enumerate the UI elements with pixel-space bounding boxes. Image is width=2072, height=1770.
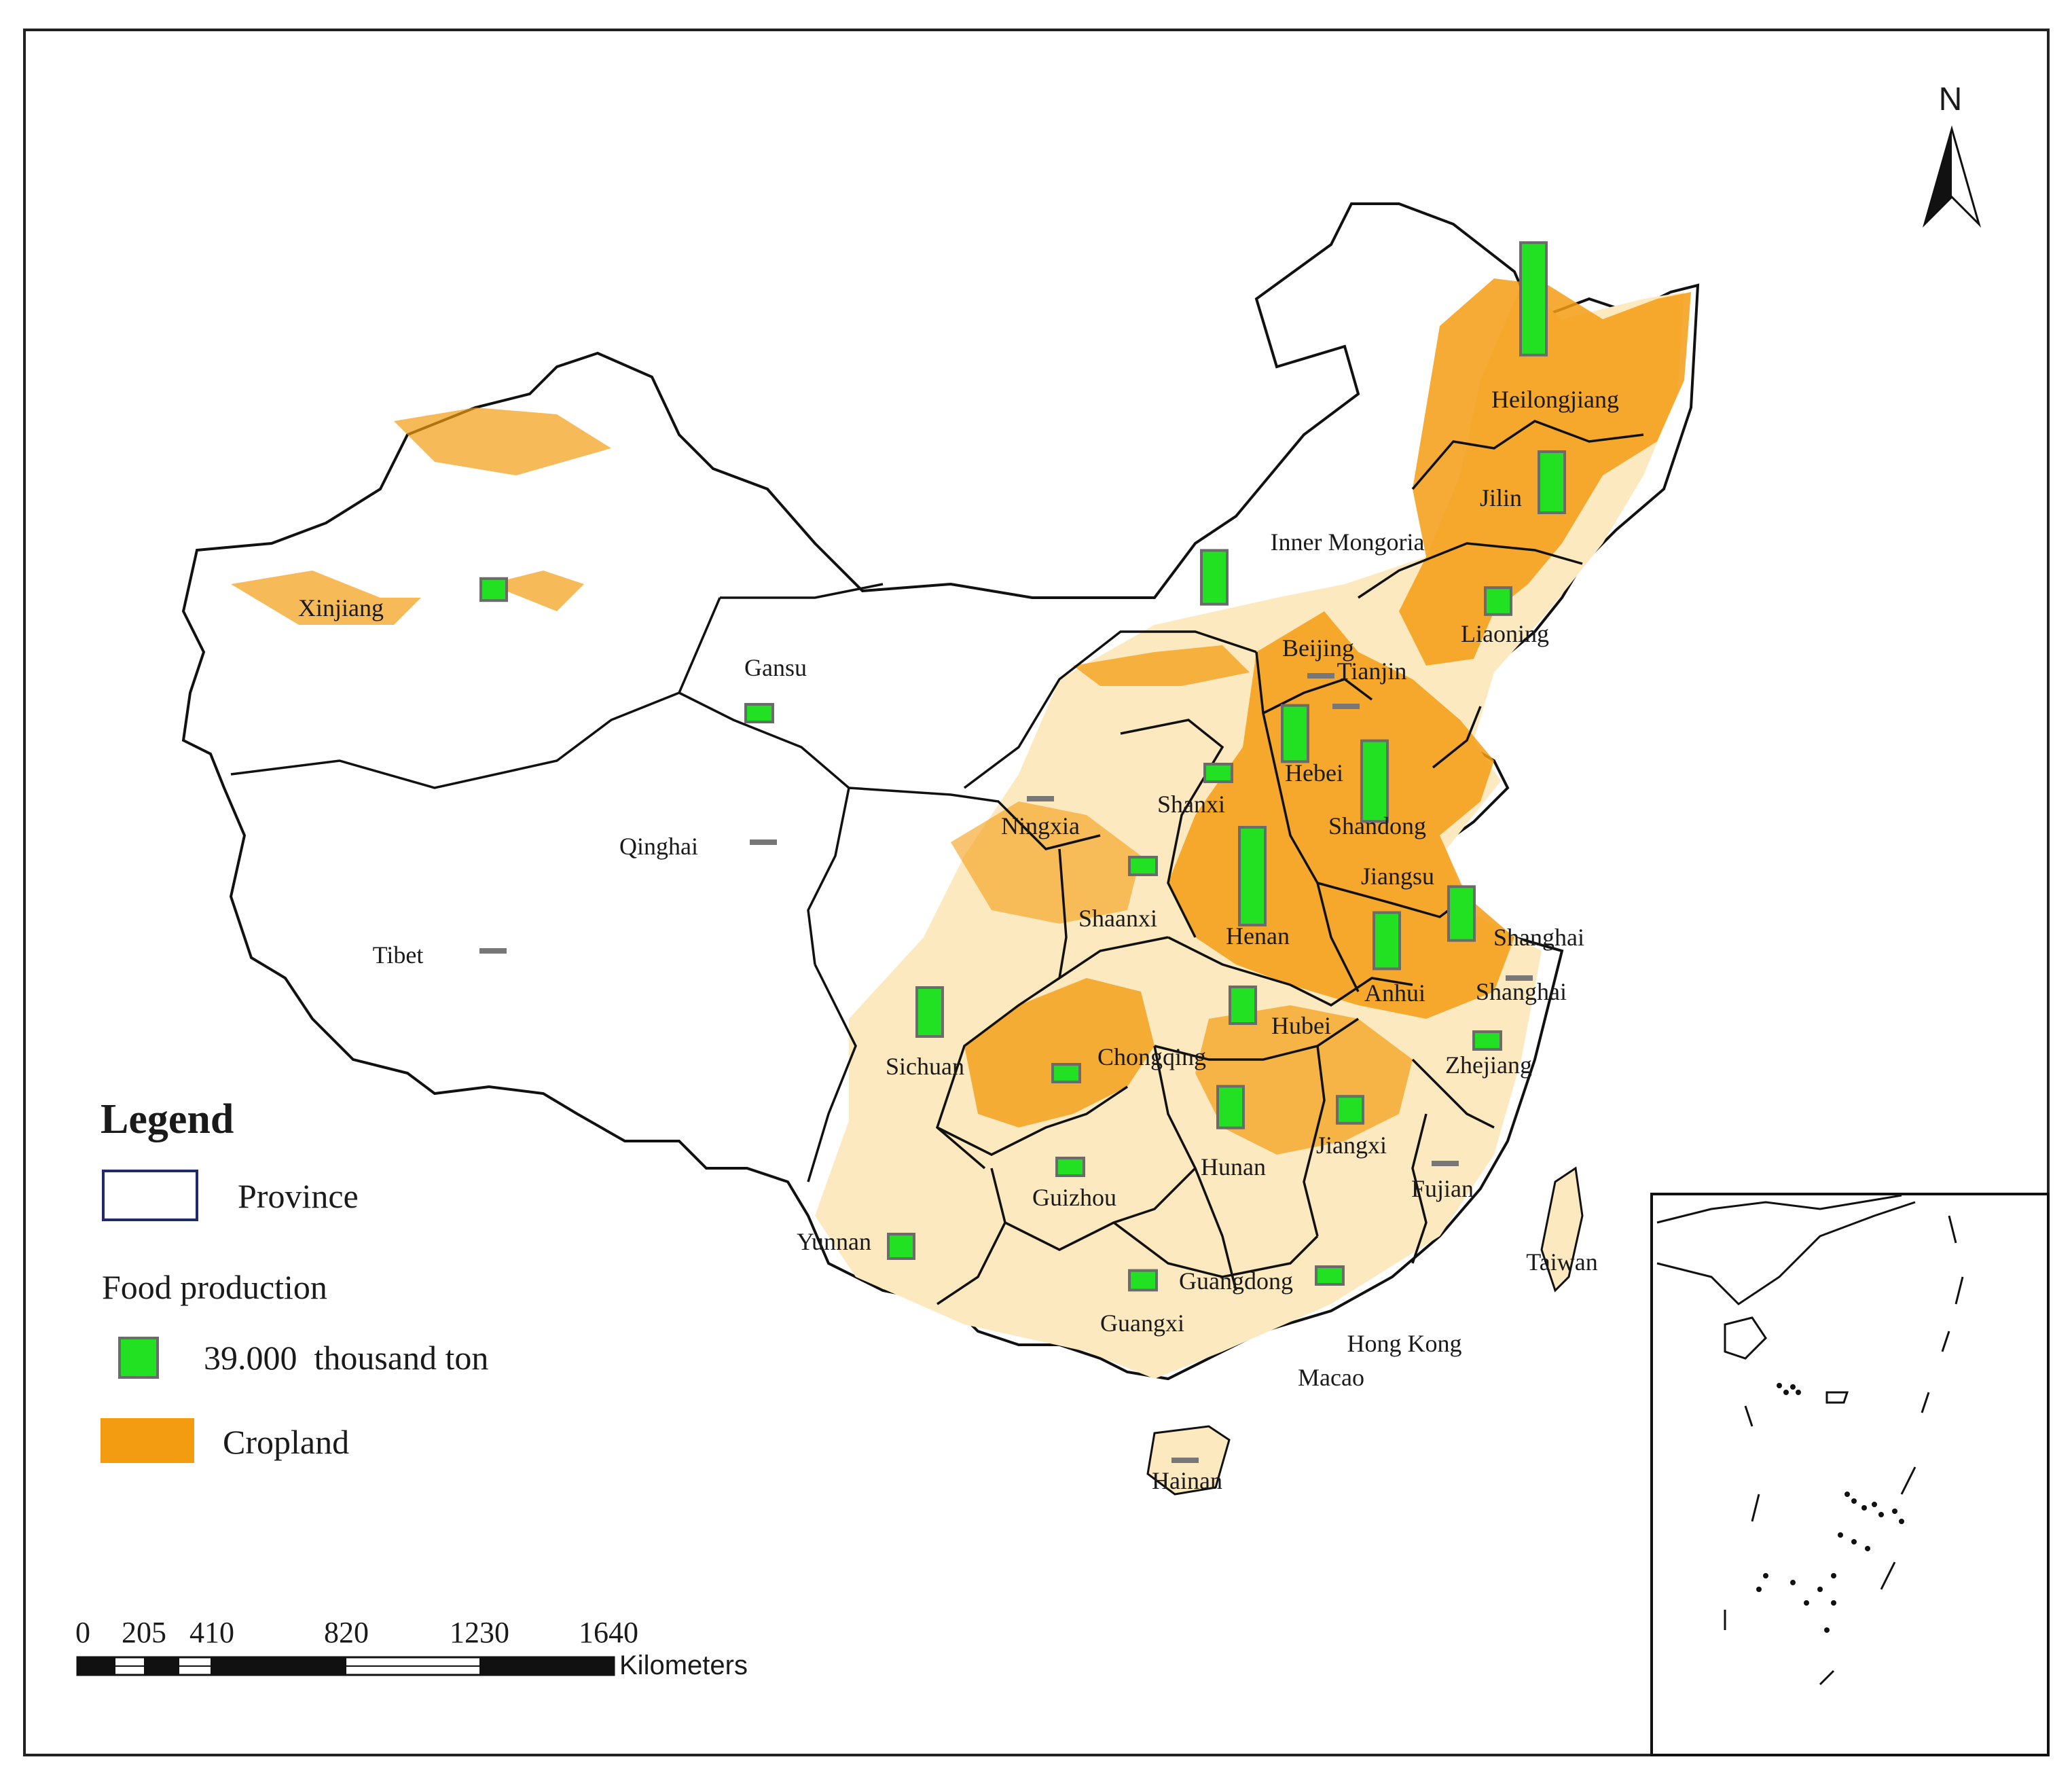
legend-title: Legend	[101, 1096, 234, 1142]
production-bar-jilin	[1538, 450, 1566, 514]
province-label-yunnan: Yunnan	[797, 1228, 871, 1255]
production-bar-yunnan	[887, 1233, 915, 1260]
province-label-guangxi: Guangxi	[1100, 1310, 1184, 1337]
production-bar-chongqing	[1051, 1063, 1081, 1083]
province-label-xinjiang: Xinjiang	[298, 594, 384, 621]
cropland-layer	[181, 202, 1700, 1381]
legend: Legend Province Food production 39.000 t…	[101, 1096, 488, 1463]
north-arrow: N	[1922, 82, 1982, 228]
province-label-qinghai: Qinghai	[619, 833, 698, 860]
production-bar-ningxia	[1027, 796, 1054, 801]
scale-tick-label: 410	[189, 1616, 234, 1649]
production-bar-hubei	[1229, 986, 1257, 1025]
cropland-xinjiang-3	[489, 571, 584, 611]
production-bar-tibet	[479, 948, 507, 954]
cropland-hetao	[1073, 645, 1250, 686]
production-bar-shandong	[1360, 739, 1389, 823]
production-bars	[479, 241, 1566, 1463]
province-label-henan: Henan	[1226, 922, 1290, 950]
legend-food-production-heading: Food production	[102, 1268, 327, 1306]
production-bar-henan	[1238, 826, 1267, 926]
province-label-chongqing: Chongqing	[1097, 1043, 1206, 1070]
legend-province-swatch	[102, 1170, 198, 1221]
legend-production-label: 39.000 thousand ton	[204, 1339, 488, 1377]
legend-cropland-swatch	[101, 1418, 194, 1463]
province-label-taiwan: Taiwan	[1526, 1248, 1597, 1276]
cropland-xinjiang-2	[231, 571, 421, 625]
south-china-sea-inset	[1650, 1193, 2050, 1756]
province-label-heilongjiang: Heilongjiang	[1491, 386, 1619, 413]
legend-province-label: Province	[238, 1177, 359, 1215]
province-label-hainan: Hainan	[1152, 1467, 1222, 1494]
legend-production-swatch	[118, 1337, 159, 1379]
production-bar-inner-mongoria	[1200, 549, 1229, 606]
production-bar-guangdong	[1315, 1265, 1345, 1286]
scale-tick-label: 0	[75, 1616, 90, 1649]
province-label-macao: Macao	[1298, 1364, 1364, 1391]
province-label-hunan: Hunan	[1201, 1153, 1266, 1180]
province-label-jilin: Jilin	[1480, 484, 1522, 511]
legend-cropland-label: Cropland	[223, 1423, 349, 1461]
cropland-loess	[951, 801, 1141, 924]
province-label-guizhou: Guizhou	[1032, 1184, 1116, 1211]
production-bar-shanxi	[1203, 763, 1233, 783]
province-label-gansu: Gansu	[744, 654, 807, 681]
production-bar-heilongjiang	[1519, 241, 1548, 357]
production-bar-guizhou	[1055, 1157, 1085, 1177]
production-bar-sichuan	[915, 986, 944, 1038]
production-bar-hebei	[1281, 704, 1309, 763]
province-label-extra-shanghai: Shanghai	[1476, 978, 1567, 1005]
province-label-zhejiang: Zhejiang	[1445, 1051, 1532, 1079]
production-bar-shanghai	[1506, 975, 1533, 981]
scale-bar-unit: Kilometers	[619, 1650, 748, 1680]
province-label-jiangxi: Jiangxi	[1316, 1132, 1387, 1159]
province-borders	[230, 352, 1644, 1305]
scale-tick-label: 205	[122, 1616, 166, 1649]
production-bar-hainan	[1171, 1458, 1199, 1463]
production-bar-gansu	[744, 703, 774, 723]
province-label-hubei: Hubei	[1271, 1012, 1331, 1039]
production-bar-shaanxi	[1128, 856, 1158, 876]
production-bar-qinghai	[750, 839, 777, 845]
province-label-tianjin: Tianjin	[1337, 657, 1407, 685]
province-label-beijing: Beijing	[1282, 634, 1354, 662]
production-bar-guangxi	[1128, 1269, 1158, 1292]
scale-bar: 0 205 410 820 1230 1640 Kilometers	[75, 1616, 748, 1680]
production-bar-jiangxi	[1336, 1095, 1364, 1125]
province-label-anhui: Anhui	[1364, 979, 1425, 1007]
inset-islands	[1756, 1383, 1904, 1633]
province-label-guangdong: Guangdong	[1179, 1267, 1293, 1295]
province-label-inner-mongoria: Inner Mongoria	[1271, 528, 1425, 556]
province-label-fujian: Fujian	[1411, 1175, 1474, 1202]
province-label-jiangsu: Jiangsu	[1361, 863, 1434, 890]
production-bar-hunan	[1216, 1085, 1245, 1130]
province-label-shanxi: Shanxi	[1157, 791, 1225, 818]
province-label-shandong: Shandong	[1328, 812, 1426, 839]
province-label-hebei: Hebei	[1285, 759, 1343, 787]
province-label-shanghai: Shanghai	[1493, 924, 1584, 951]
cropland-sichuan-basin	[964, 978, 1155, 1127]
taiwan-island	[1540, 1166, 1584, 1293]
scale-tick-label: 1230	[450, 1616, 509, 1649]
province-label-tibet: Tibet	[373, 941, 424, 969]
scale-tick-label: 820	[324, 1616, 369, 1649]
production-bar-tianjin	[1332, 704, 1360, 709]
production-bar-beijing	[1307, 673, 1334, 679]
province-label-ningxia: Ningxia	[1001, 812, 1080, 839]
province-label-liaoning: Liaoning	[1461, 620, 1549, 647]
north-arrow-label: N	[1939, 82, 1963, 118]
scale-tick-label: 1640	[579, 1616, 638, 1649]
production-bar-jiangsu	[1447, 885, 1476, 942]
province-label-sichuan: Sichuan	[886, 1053, 964, 1080]
province-label-hong-kong: Hong Kong	[1347, 1330, 1462, 1357]
province-label-shaanxi: Shaanxi	[1078, 905, 1157, 932]
cropland-xinjiang-1	[394, 408, 611, 475]
production-bar-fujian	[1432, 1161, 1459, 1166]
production-bar-zhejiang	[1472, 1030, 1502, 1051]
production-bar-liaoning	[1484, 586, 1512, 616]
production-bar-xinjiang	[479, 577, 508, 602]
production-bar-anhui	[1373, 911, 1401, 971]
province-labels: Heilongjiang Jilin Inner Mongoria Liaoning X…	[298, 386, 1619, 1494]
